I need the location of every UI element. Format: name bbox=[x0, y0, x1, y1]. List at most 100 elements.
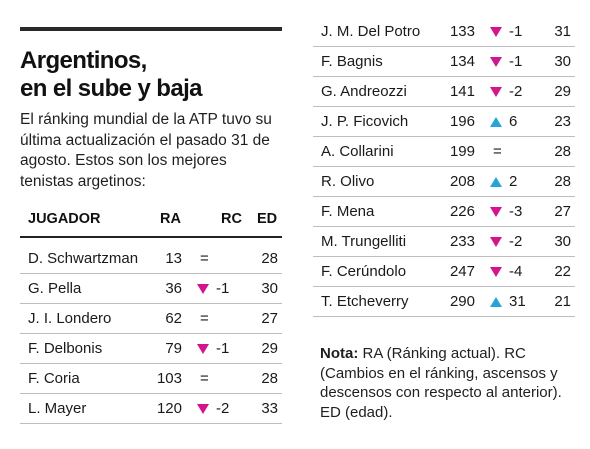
player-name: R. Olivo bbox=[321, 173, 375, 190]
age-value: 30 bbox=[554, 233, 571, 250]
ranking-value: 13 bbox=[165, 250, 182, 267]
age-value: 28 bbox=[261, 370, 278, 387]
table-row: A. Collarini 199 = 28 bbox=[313, 137, 575, 167]
table-row: F. Coria 103 = 28 bbox=[20, 364, 282, 394]
triangle-down-icon bbox=[490, 267, 502, 277]
player-name: L. Mayer bbox=[28, 400, 87, 417]
change-value: -1 bbox=[509, 53, 523, 70]
player-name: J. P. Ficovich bbox=[321, 113, 409, 130]
triangle-down-icon bbox=[490, 57, 502, 67]
age-value: 21 bbox=[554, 293, 571, 310]
table-row: G. Andreozzi 141 -2 29 bbox=[313, 77, 575, 107]
no-change-sign: = bbox=[200, 250, 209, 267]
no-change-sign: = bbox=[200, 310, 209, 327]
change-value: -1 bbox=[216, 340, 230, 357]
footnote: Nota: RA (Ránking actual). RC (Cambios e… bbox=[320, 344, 582, 422]
header-jugador: JUGADOR bbox=[28, 211, 101, 227]
change-value: -1 bbox=[216, 280, 230, 297]
age-value: 31 bbox=[554, 23, 571, 40]
age-value: 33 bbox=[261, 400, 278, 417]
age-value: 29 bbox=[261, 340, 278, 357]
footnote-label: Nota: bbox=[320, 345, 359, 362]
change-value: -2 bbox=[216, 400, 230, 417]
table-row: L. Mayer 120 -2 33 bbox=[20, 394, 282, 424]
ranking-value: 290 bbox=[449, 293, 475, 310]
player-name: A. Collarini bbox=[321, 143, 394, 160]
table-row: J. P. Ficovich 196 6 23 bbox=[313, 107, 575, 137]
ranking-value: 141 bbox=[449, 83, 475, 100]
no-change-sign: = bbox=[200, 370, 209, 387]
player-name: F. Coria bbox=[28, 370, 80, 387]
ranking-value: 62 bbox=[165, 310, 182, 327]
ranking-value: 103 bbox=[156, 370, 182, 387]
player-name: F. Bagnis bbox=[321, 53, 383, 70]
ranking-value: 226 bbox=[449, 203, 475, 220]
age-value: 29 bbox=[554, 83, 571, 100]
player-name: M. Trungelliti bbox=[321, 233, 407, 250]
player-name: G. Andreozzi bbox=[321, 83, 407, 100]
page-title: Argentinos, en el sube y baja bbox=[20, 47, 282, 103]
ranking-value: 233 bbox=[449, 233, 475, 250]
triangle-up-icon bbox=[490, 177, 502, 187]
triangle-down-icon bbox=[197, 344, 209, 354]
player-name: G. Pella bbox=[28, 280, 82, 297]
table-row: G. Pella 36 -1 30 bbox=[20, 274, 282, 304]
table-row: F. Bagnis 134 -1 30 bbox=[313, 47, 575, 77]
age-value: 28 bbox=[554, 143, 571, 160]
player-name: F. Delbonis bbox=[28, 340, 103, 357]
age-value: 27 bbox=[261, 310, 278, 327]
age-value: 22 bbox=[554, 263, 571, 280]
age-value: 30 bbox=[261, 280, 278, 297]
triangle-down-icon bbox=[197, 284, 209, 294]
header-rc: RC bbox=[221, 211, 242, 227]
title-line-1: Argentinos, bbox=[20, 47, 147, 74]
ranking-value: 208 bbox=[449, 173, 475, 190]
triangle-up-icon bbox=[490, 117, 502, 127]
top-rule bbox=[20, 27, 282, 31]
header-ed: ED bbox=[257, 211, 278, 227]
table-row: R. Olivo 208 2 28 bbox=[313, 167, 575, 197]
ranking-value: 79 bbox=[165, 340, 182, 357]
triangle-down-icon bbox=[490, 27, 502, 37]
change-value: -1 bbox=[509, 23, 523, 40]
intro-paragraph: El ránking mundial de la ATP tuvo su últ… bbox=[20, 111, 272, 190]
ranking-value: 36 bbox=[165, 280, 182, 297]
change-value: 6 bbox=[509, 113, 518, 130]
footnote-text: RA (Ránking actual). RC (Cambios en el r… bbox=[320, 345, 562, 421]
change-value: -3 bbox=[509, 203, 523, 220]
table-row: M. Trungelliti 233 -2 30 bbox=[313, 227, 575, 257]
triangle-down-icon bbox=[490, 207, 502, 217]
change-value: -2 bbox=[509, 233, 523, 250]
table-row: F. Cerúndolo 247 -4 22 bbox=[313, 257, 575, 287]
age-value: 27 bbox=[554, 203, 571, 220]
triangle-down-icon bbox=[490, 237, 502, 247]
change-value: -4 bbox=[509, 263, 523, 280]
change-value: 31 bbox=[509, 293, 526, 310]
ranking-value: 247 bbox=[449, 263, 475, 280]
no-change-sign: = bbox=[493, 143, 502, 160]
table-row: J. M. Del Potro 133 -1 31 bbox=[313, 17, 575, 47]
age-value: 30 bbox=[554, 53, 571, 70]
triangle-down-icon bbox=[197, 404, 209, 414]
age-value: 23 bbox=[554, 113, 571, 130]
player-name: J. I. Londero bbox=[28, 310, 112, 327]
change-value: 2 bbox=[509, 173, 518, 190]
triangle-down-icon bbox=[490, 87, 502, 97]
ranking-value: 196 bbox=[449, 113, 475, 130]
ranking-value: 133 bbox=[449, 23, 475, 40]
header-rule bbox=[20, 236, 282, 238]
header-ra: RA bbox=[160, 211, 181, 227]
age-value: 28 bbox=[261, 250, 278, 267]
ranking-value: 134 bbox=[449, 53, 475, 70]
age-value: 28 bbox=[554, 173, 571, 190]
player-name: F. Cerúndolo bbox=[321, 263, 407, 280]
title-line-2: en el sube y baja bbox=[20, 75, 202, 102]
ranking-value: 199 bbox=[449, 143, 475, 160]
table-row: F. Delbonis 79 -1 29 bbox=[20, 334, 282, 364]
player-name: D. Schwartzman bbox=[28, 250, 139, 267]
triangle-up-icon bbox=[490, 297, 502, 307]
table-row: J. I. Londero 62 = 27 bbox=[20, 304, 282, 334]
table-row: T. Etcheverry 290 31 21 bbox=[313, 287, 575, 317]
player-name: J. M. Del Potro bbox=[321, 23, 421, 40]
table-row: D. Schwartzman 13 = 28 bbox=[20, 244, 282, 274]
